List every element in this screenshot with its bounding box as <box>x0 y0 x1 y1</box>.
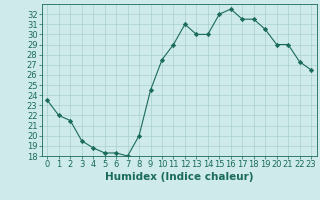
X-axis label: Humidex (Indice chaleur): Humidex (Indice chaleur) <box>105 172 253 182</box>
